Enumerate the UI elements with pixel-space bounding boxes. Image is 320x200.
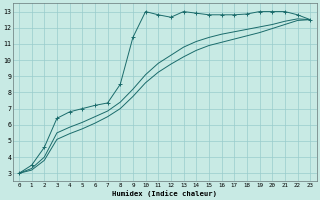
X-axis label: Humidex (Indice chaleur): Humidex (Indice chaleur) — [112, 190, 217, 197]
